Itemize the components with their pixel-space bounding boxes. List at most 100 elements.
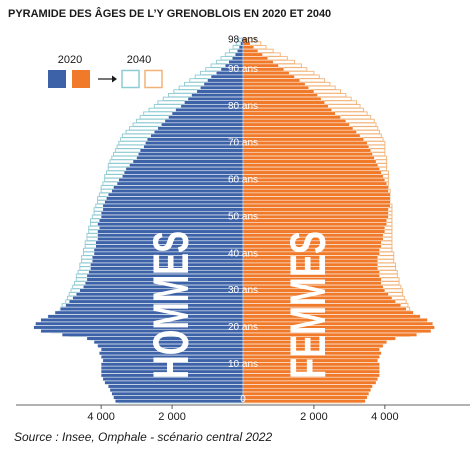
age-label: 60 ans [228,175,258,186]
bar [242,325,435,330]
bar [242,303,402,308]
bar [242,395,368,400]
bar [118,178,244,182]
age-label: 20 ans [228,322,258,333]
bar [238,45,244,50]
bar [242,78,300,83]
bar [136,155,244,160]
bar [242,384,373,389]
bar [242,321,433,326]
bar [242,399,366,404]
chart-title: PYRAMIDE DES ÂGES DE L’Y GRENOBLOIS EN 2… [8,7,331,20]
bar [242,122,350,127]
bar [242,288,386,293]
bar [242,126,354,131]
bar [111,391,244,396]
bar [242,111,336,116]
bar [242,296,393,300]
bar [242,240,382,245]
bar [242,307,407,311]
bar [242,67,284,72]
bar [242,226,386,230]
bar [242,71,290,75]
bar [111,189,244,193]
bar [242,130,357,134]
legend-arrowhead [112,75,117,83]
bar [235,52,244,57]
bar [242,74,295,79]
bar [242,255,378,260]
bar [124,170,244,175]
bar [242,167,380,171]
legend-swatch [144,69,163,89]
bar [237,49,244,53]
bar [242,37,248,42]
bar [242,377,378,381]
bar [242,93,318,98]
bar [242,336,396,341]
x-tick-label: 4 000 [87,411,115,423]
bar [200,85,244,90]
bar [242,152,373,157]
bar [242,358,378,363]
bar [171,111,244,116]
bar [242,351,382,356]
bar [242,262,378,267]
age-label: 0 [240,394,246,405]
bar [102,203,244,208]
group-label: HOMMES [143,231,199,379]
bar [242,56,269,61]
bar [242,85,309,90]
bar [242,248,380,252]
bar [242,108,332,112]
bar [99,218,244,223]
bar [242,207,389,212]
bar [242,244,382,249]
bar [157,126,244,131]
bar [242,89,315,94]
bar [116,181,244,186]
bar [242,119,347,123]
bar [242,332,417,337]
bar [33,325,244,330]
x-tick-label: 2 000 [300,411,328,423]
bar [242,388,371,392]
bar [164,119,244,123]
bar [242,96,322,101]
bar [139,148,244,153]
bar [242,380,377,385]
bar [242,362,380,367]
bar [242,155,375,160]
bar [242,104,329,109]
bar [242,369,380,374]
bar [242,52,263,57]
bar [242,233,384,238]
bar [115,399,244,404]
bar [138,152,244,157]
bar [242,115,341,120]
bar [242,277,382,282]
age-label: 80 ans [228,101,258,112]
bar [113,185,244,190]
bar [168,115,244,120]
legend-label: 2020 [58,54,82,66]
bar [242,189,389,193]
bar [242,391,370,396]
bar [242,366,380,370]
bar [242,211,389,215]
bar [242,318,428,322]
bar [129,163,244,168]
bar [242,170,382,175]
bar [210,74,244,79]
bar [104,200,244,204]
bar [242,310,414,315]
bar [161,122,244,127]
bar [109,388,244,392]
bar [242,222,387,227]
bar [108,384,244,389]
bar [242,299,396,304]
bar [242,148,371,153]
bar [242,314,421,319]
bar [203,82,244,86]
